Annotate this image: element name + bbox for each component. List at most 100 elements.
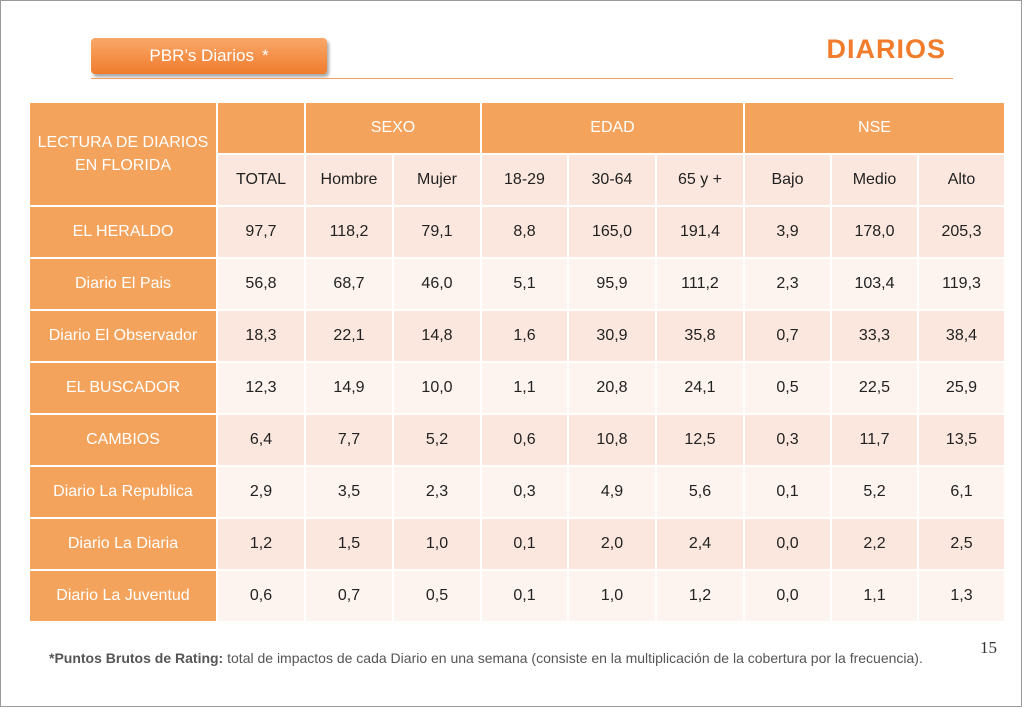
table-cell: 5,6 <box>655 465 745 519</box>
table-cell: 14,8 <box>392 309 482 363</box>
table-cell: 178,0 <box>830 205 919 259</box>
table-cell: 22,5 <box>830 361 919 415</box>
row-header: EL HERALDO <box>28 205 218 259</box>
table-cell: 97,7 <box>216 205 306 259</box>
table-cell: 0,1 <box>480 569 569 623</box>
table-cell: 13,5 <box>917 413 1006 467</box>
table-row: EL HERALDO 97,7 118,2 79,1 8,8 165,0 191,4 3,9 1… <box>28 205 1006 259</box>
table-cell: 0,1 <box>743 465 832 519</box>
table-cell: 68,7 <box>304 257 394 311</box>
table-cell: 14,9 <box>304 361 394 415</box>
table-row: Diario El Observador 18,3 22,1 14,8 1,6 30,9 3… <box>28 309 1006 363</box>
table-cell: 0,3 <box>480 465 569 519</box>
section-tag-label: PBR’s Diarios <box>149 46 254 65</box>
table-cell: 1,0 <box>392 517 482 571</box>
table-cell: 1,5 <box>304 517 394 571</box>
table-cell: 1,2 <box>655 569 745 623</box>
column-header: TOTAL <box>216 153 306 207</box>
row-header: CAMBIOS <box>28 413 218 467</box>
table-cell: 8,8 <box>480 205 569 259</box>
table-cell: 10,8 <box>567 413 657 467</box>
table-cell: 4,9 <box>567 465 657 519</box>
table-row: Diario La Diaria 1,2 1,5 1,0 0,1 2,0 2,4 0,0 2,2… <box>28 517 1006 571</box>
table-cell: 2,9 <box>216 465 306 519</box>
table-cell: 0,5 <box>743 361 832 415</box>
table-cell: 0,0 <box>743 569 832 623</box>
table-cell: 6,4 <box>216 413 306 467</box>
table-cell: 0,5 <box>392 569 482 623</box>
table-cell: 0,0 <box>743 517 832 571</box>
table-cell: 5,2 <box>830 465 919 519</box>
table-cell: 103,4 <box>830 257 919 311</box>
footnote-label: *Puntos Brutos de Rating: <box>49 650 224 666</box>
table-cell: 12,5 <box>655 413 745 467</box>
table-cell: 1,0 <box>567 569 657 623</box>
table-cell: 1,6 <box>480 309 569 363</box>
section-tag: PBR’s Diarios * <box>91 38 327 74</box>
table-cell: 46,0 <box>392 257 482 311</box>
footnote: *Puntos Brutos de Rating: total de impac… <box>49 649 949 668</box>
column-header: 18-29 <box>480 153 569 207</box>
header-divider <box>91 78 953 79</box>
table-cell: 165,0 <box>567 205 657 259</box>
table-cell: 2,3 <box>743 257 832 311</box>
table-row: Diario La Republica 2,9 3,5 2,3 0,3 4,9 5,6 0,1… <box>28 465 1006 519</box>
group-header-nse: NSE <box>743 101 1006 155</box>
table-cell: 56,8 <box>216 257 306 311</box>
row-header: Diario La Juventud <box>28 569 218 623</box>
column-header: Medio <box>830 153 919 207</box>
header-blank <box>216 101 306 155</box>
group-header-sexo: SEXO <box>304 101 482 155</box>
table-corner-label: LECTURA DE DIARIOS EN FLORIDA <box>28 101 218 207</box>
table-cell: 0,6 <box>480 413 569 467</box>
table-cell: 3,5 <box>304 465 394 519</box>
column-header: Hombre <box>304 153 394 207</box>
column-header: Alto <box>917 153 1006 207</box>
table-cell: 205,3 <box>917 205 1006 259</box>
table-cell: 191,4 <box>655 205 745 259</box>
section-tag-star: * <box>261 46 269 65</box>
table-cell: 2,3 <box>392 465 482 519</box>
column-header: Bajo <box>743 153 832 207</box>
page-title: DIARIOS <box>826 34 946 64</box>
table-cell: 11,7 <box>830 413 919 467</box>
table-cell: 95,9 <box>567 257 657 311</box>
table-row: EL BUSCADOR 12,3 14,9 10,0 1,1 20,8 24,1 0,5 22,… <box>28 361 1006 415</box>
table-cell: 0,3 <box>743 413 832 467</box>
table-cell: 10,0 <box>392 361 482 415</box>
table-cell: 38,4 <box>917 309 1006 363</box>
page-number: 15 <box>980 638 997 657</box>
table-cell: 0,7 <box>743 309 832 363</box>
table-cell: 5,2 <box>392 413 482 467</box>
table-cell: 30,9 <box>567 309 657 363</box>
table-cell: 0,7 <box>304 569 394 623</box>
table-cell: 111,2 <box>655 257 745 311</box>
table-cell: 35,8 <box>655 309 745 363</box>
table-cell: 3,9 <box>743 205 832 259</box>
table-cell: 0,6 <box>216 569 306 623</box>
table-cell: 20,8 <box>567 361 657 415</box>
table-cell: 1,3 <box>917 569 1006 623</box>
table-cell: 5,1 <box>480 257 569 311</box>
row-header: Diario El Pais <box>28 257 218 311</box>
footnote-text: total de impactos de cada Diario en una … <box>223 650 923 666</box>
table-cell: 33,3 <box>830 309 919 363</box>
table-row: Diario La Juventud 0,6 0,7 0,5 0,1 1,0 1,2 0,0 1… <box>28 569 1006 623</box>
table-cell: 18,3 <box>216 309 306 363</box>
table-cell: 12,3 <box>216 361 306 415</box>
table-cell: 119,3 <box>917 257 1006 311</box>
table-cell: 1,1 <box>830 569 919 623</box>
group-header-edad: EDAD <box>480 101 745 155</box>
column-header: Mujer <box>392 153 482 207</box>
table-cell: 24,1 <box>655 361 745 415</box>
table-cell: 118,2 <box>304 205 394 259</box>
column-header: 30-64 <box>567 153 657 207</box>
table-cell: 2,5 <box>917 517 1006 571</box>
table-cell: 22,1 <box>304 309 394 363</box>
ratings-table: LECTURA DE DIARIOS EN FLORIDA SEXO EDAD … <box>28 101 1006 623</box>
table-cell: 79,1 <box>392 205 482 259</box>
table-cell: 25,9 <box>917 361 1006 415</box>
table-cell: 1,2 <box>216 517 306 571</box>
table-row: CAMBIOS 6,4 7,7 5,2 0,6 10,8 12,5 0,3 11,7 13,5 <box>28 413 1006 467</box>
